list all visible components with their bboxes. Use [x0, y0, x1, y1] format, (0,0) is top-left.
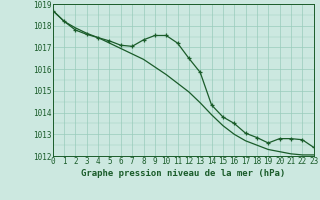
X-axis label: Graphe pression niveau de la mer (hPa): Graphe pression niveau de la mer (hPa) [81, 169, 285, 178]
